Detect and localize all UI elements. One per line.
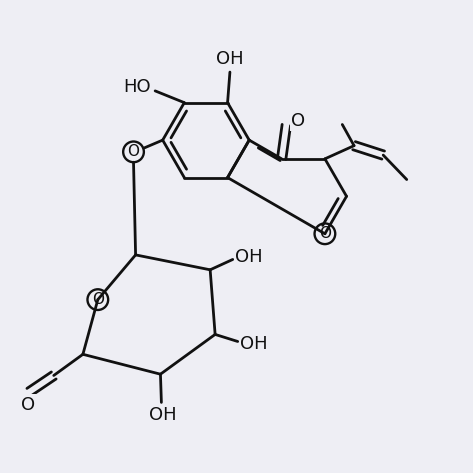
Text: OH: OH <box>240 335 268 353</box>
Text: O: O <box>319 226 331 241</box>
Text: OH: OH <box>216 50 244 68</box>
Text: OH: OH <box>149 406 176 424</box>
Text: O: O <box>21 395 35 413</box>
Text: OH: OH <box>236 248 263 266</box>
Text: O: O <box>128 144 140 159</box>
Text: O: O <box>92 292 104 307</box>
Text: HO: HO <box>123 78 151 96</box>
Text: O: O <box>291 112 305 130</box>
